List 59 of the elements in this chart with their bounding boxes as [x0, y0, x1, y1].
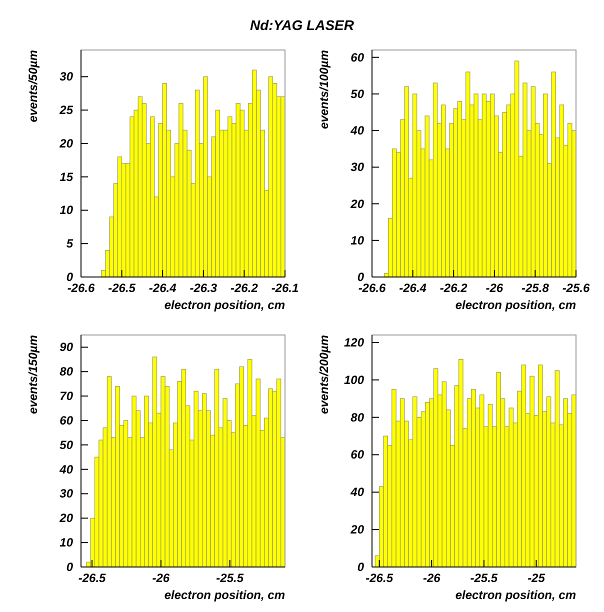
- y-tick-label: 40: [58, 462, 74, 476]
- x-axis-title: electron position, cm: [455, 588, 576, 602]
- x-tick-label: -25.5: [216, 571, 244, 585]
- x-tick-label: -26: [422, 571, 441, 585]
- y-axis-title: events/150µm: [26, 334, 40, 414]
- y-tick-label: 0: [66, 560, 74, 574]
- x-tick-label: -26.6: [67, 281, 95, 295]
- y-tick-label: 0: [357, 270, 364, 284]
- y-tick-label: 100: [344, 372, 364, 387]
- y-tick-label: 20: [58, 136, 74, 150]
- x-tick-label: -26.5: [366, 571, 394, 585]
- y-tick-label: 10: [60, 203, 74, 218]
- x-tick-label: -26.4: [148, 281, 177, 295]
- x-tick-label: -26.2: [230, 281, 258, 295]
- x-tick-label: -26.2: [440, 281, 468, 295]
- y-tick-label: 50: [350, 86, 364, 101]
- chart-title: Nd:YAG LASER: [250, 17, 355, 33]
- y-tick-label: 0: [357, 560, 364, 574]
- x-tick-label: -26.5: [108, 281, 136, 295]
- x-axis-title: electron position, cm: [455, 298, 576, 312]
- y-tick-label: 50: [60, 438, 74, 452]
- x-axis-title: electron position, cm: [164, 588, 286, 602]
- y-tick-label: 10: [350, 233, 364, 248]
- x-tick-label: -26: [152, 571, 170, 585]
- y-tick-label: 20: [350, 522, 364, 537]
- y-tick-label: 60: [350, 50, 364, 64]
- x-tick-label: -25.5: [470, 571, 498, 585]
- y-tick-label: 20: [350, 196, 364, 211]
- y-tick-label: 120: [344, 335, 364, 350]
- y-tick-label: 30: [350, 160, 364, 174]
- y-tick-label: 90: [60, 340, 74, 354]
- y-tick-label: 25: [58, 103, 74, 118]
- y-tick-label: 30: [60, 70, 74, 84]
- y-tick-label: 5: [66, 236, 74, 251]
- y-tick-label: 80: [60, 364, 74, 379]
- x-tick-label: -26.3: [190, 281, 218, 295]
- x-tick-label: -25.8: [522, 281, 550, 295]
- x-tick-label: -26.6: [358, 281, 386, 295]
- y-tick-label: 15: [60, 170, 74, 184]
- y-tick-label: 10: [60, 536, 74, 550]
- x-axis-title: electron position, cm: [164, 298, 286, 312]
- y-tick-label: 60: [60, 413, 74, 428]
- y-axis-title: events/50µm: [26, 50, 40, 122]
- x-tick-label: -26.4: [399, 281, 427, 295]
- y-tick-label: 40: [350, 124, 364, 138]
- x-tick-label: -25: [528, 571, 546, 585]
- y-axis-title: events/100µm: [317, 50, 331, 129]
- y-tick-label: 20: [58, 511, 74, 526]
- y-tick-label: 40: [350, 485, 364, 500]
- x-tick-label: -26.5: [78, 571, 106, 585]
- y-tick-label: 70: [60, 389, 74, 404]
- x-tick-label: -26: [486, 281, 504, 295]
- x-tick-label: -25.6: [562, 281, 590, 295]
- y-tick-label: 0: [66, 270, 74, 284]
- y-axis-title: events/200µm: [317, 334, 331, 414]
- x-tick-label: -26.1: [271, 281, 299, 295]
- y-tick-label: 60: [350, 448, 364, 462]
- y-tick-label: 30: [60, 486, 74, 501]
- y-tick-label: 80: [350, 410, 364, 424]
